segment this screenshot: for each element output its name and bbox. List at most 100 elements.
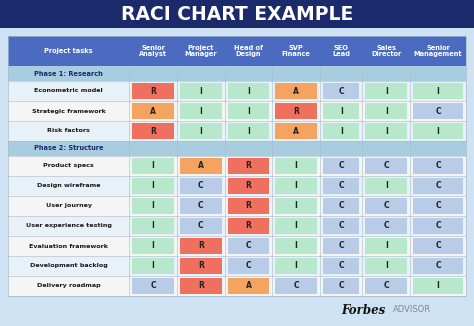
Text: C: C <box>383 281 389 290</box>
Text: Head of
Design: Head of Design <box>234 45 263 57</box>
Bar <box>180 198 222 214</box>
Bar <box>228 258 269 274</box>
Bar <box>228 198 269 214</box>
Text: I: I <box>295 182 298 190</box>
Text: R: R <box>150 86 156 96</box>
Text: I: I <box>152 161 155 170</box>
Bar <box>180 178 222 194</box>
Bar <box>132 123 174 139</box>
Text: C: C <box>338 221 344 230</box>
Text: Phase 2: Structure: Phase 2: Structure <box>34 145 103 152</box>
Bar <box>8 121 466 141</box>
Bar <box>132 238 174 254</box>
Text: I: I <box>437 281 439 290</box>
Text: C: C <box>435 221 441 230</box>
Bar <box>275 198 317 214</box>
Text: A: A <box>150 107 156 115</box>
Bar <box>413 83 463 99</box>
Text: C: C <box>338 261 344 271</box>
Bar <box>132 83 174 99</box>
Text: I: I <box>247 126 250 136</box>
Bar <box>413 238 463 254</box>
Bar <box>0 0 474 28</box>
Text: A: A <box>198 161 204 170</box>
Text: I: I <box>295 221 298 230</box>
Text: Design wireframe: Design wireframe <box>37 184 100 188</box>
Text: C: C <box>338 281 344 290</box>
Text: Development backlog: Development backlog <box>30 263 108 269</box>
Text: Phase 1: Research: Phase 1: Research <box>34 70 103 77</box>
Text: I: I <box>200 126 202 136</box>
Bar <box>275 258 317 274</box>
Bar <box>413 178 463 194</box>
Text: R: R <box>198 281 204 290</box>
Bar <box>275 278 317 294</box>
Bar <box>180 123 222 139</box>
Text: Strategic framework: Strategic framework <box>32 109 106 113</box>
Bar <box>180 103 222 119</box>
Text: Product specs: Product specs <box>43 164 94 169</box>
Bar <box>323 218 359 234</box>
Text: Project
Manager: Project Manager <box>184 45 217 57</box>
Text: I: I <box>385 107 388 115</box>
Text: I: I <box>152 221 155 230</box>
Text: RACI CHART EXAMPLE: RACI CHART EXAMPLE <box>121 5 353 23</box>
Text: C: C <box>338 161 344 170</box>
Text: A: A <box>293 86 299 96</box>
Bar <box>8 36 466 296</box>
Bar <box>365 238 407 254</box>
Bar <box>413 158 463 174</box>
Text: ADVISOR: ADVISOR <box>393 305 431 315</box>
Text: R: R <box>198 242 204 250</box>
Text: C: C <box>383 221 389 230</box>
Bar <box>228 238 269 254</box>
Text: I: I <box>385 261 388 271</box>
Bar <box>180 218 222 234</box>
Text: R: R <box>246 182 251 190</box>
Text: I: I <box>247 86 250 96</box>
Text: I: I <box>437 86 439 96</box>
Bar <box>365 178 407 194</box>
Bar <box>323 123 359 139</box>
Bar <box>365 123 407 139</box>
Text: I: I <box>437 126 439 136</box>
Text: C: C <box>435 242 441 250</box>
Text: I: I <box>200 86 202 96</box>
Text: User experience testing: User experience testing <box>26 224 111 229</box>
Bar <box>323 198 359 214</box>
Bar <box>275 158 317 174</box>
Bar <box>365 278 407 294</box>
Text: Forbes: Forbes <box>341 304 385 317</box>
Bar <box>8 156 466 176</box>
Text: I: I <box>295 261 298 271</box>
Text: C: C <box>198 201 204 211</box>
Text: R: R <box>246 161 251 170</box>
Bar <box>365 258 407 274</box>
Text: I: I <box>385 182 388 190</box>
Text: C: C <box>246 261 251 271</box>
Bar <box>365 103 407 119</box>
Text: Econometric model: Econometric model <box>34 88 103 94</box>
Bar <box>180 238 222 254</box>
Text: I: I <box>200 107 202 115</box>
Bar <box>323 103 359 119</box>
Text: I: I <box>152 201 155 211</box>
Bar <box>8 141 466 156</box>
Bar <box>228 123 269 139</box>
Bar <box>8 36 466 66</box>
Text: SEO
Lead: SEO Lead <box>332 45 350 57</box>
Text: I: I <box>340 126 343 136</box>
Text: I: I <box>295 161 298 170</box>
Text: I: I <box>152 242 155 250</box>
Bar <box>323 278 359 294</box>
Bar <box>413 123 463 139</box>
Bar <box>132 218 174 234</box>
Text: C: C <box>338 201 344 211</box>
Text: C: C <box>383 161 389 170</box>
Bar <box>228 178 269 194</box>
Text: I: I <box>295 201 298 211</box>
Text: C: C <box>435 107 441 115</box>
Text: R: R <box>198 261 204 271</box>
Bar <box>8 276 466 296</box>
Bar <box>365 198 407 214</box>
